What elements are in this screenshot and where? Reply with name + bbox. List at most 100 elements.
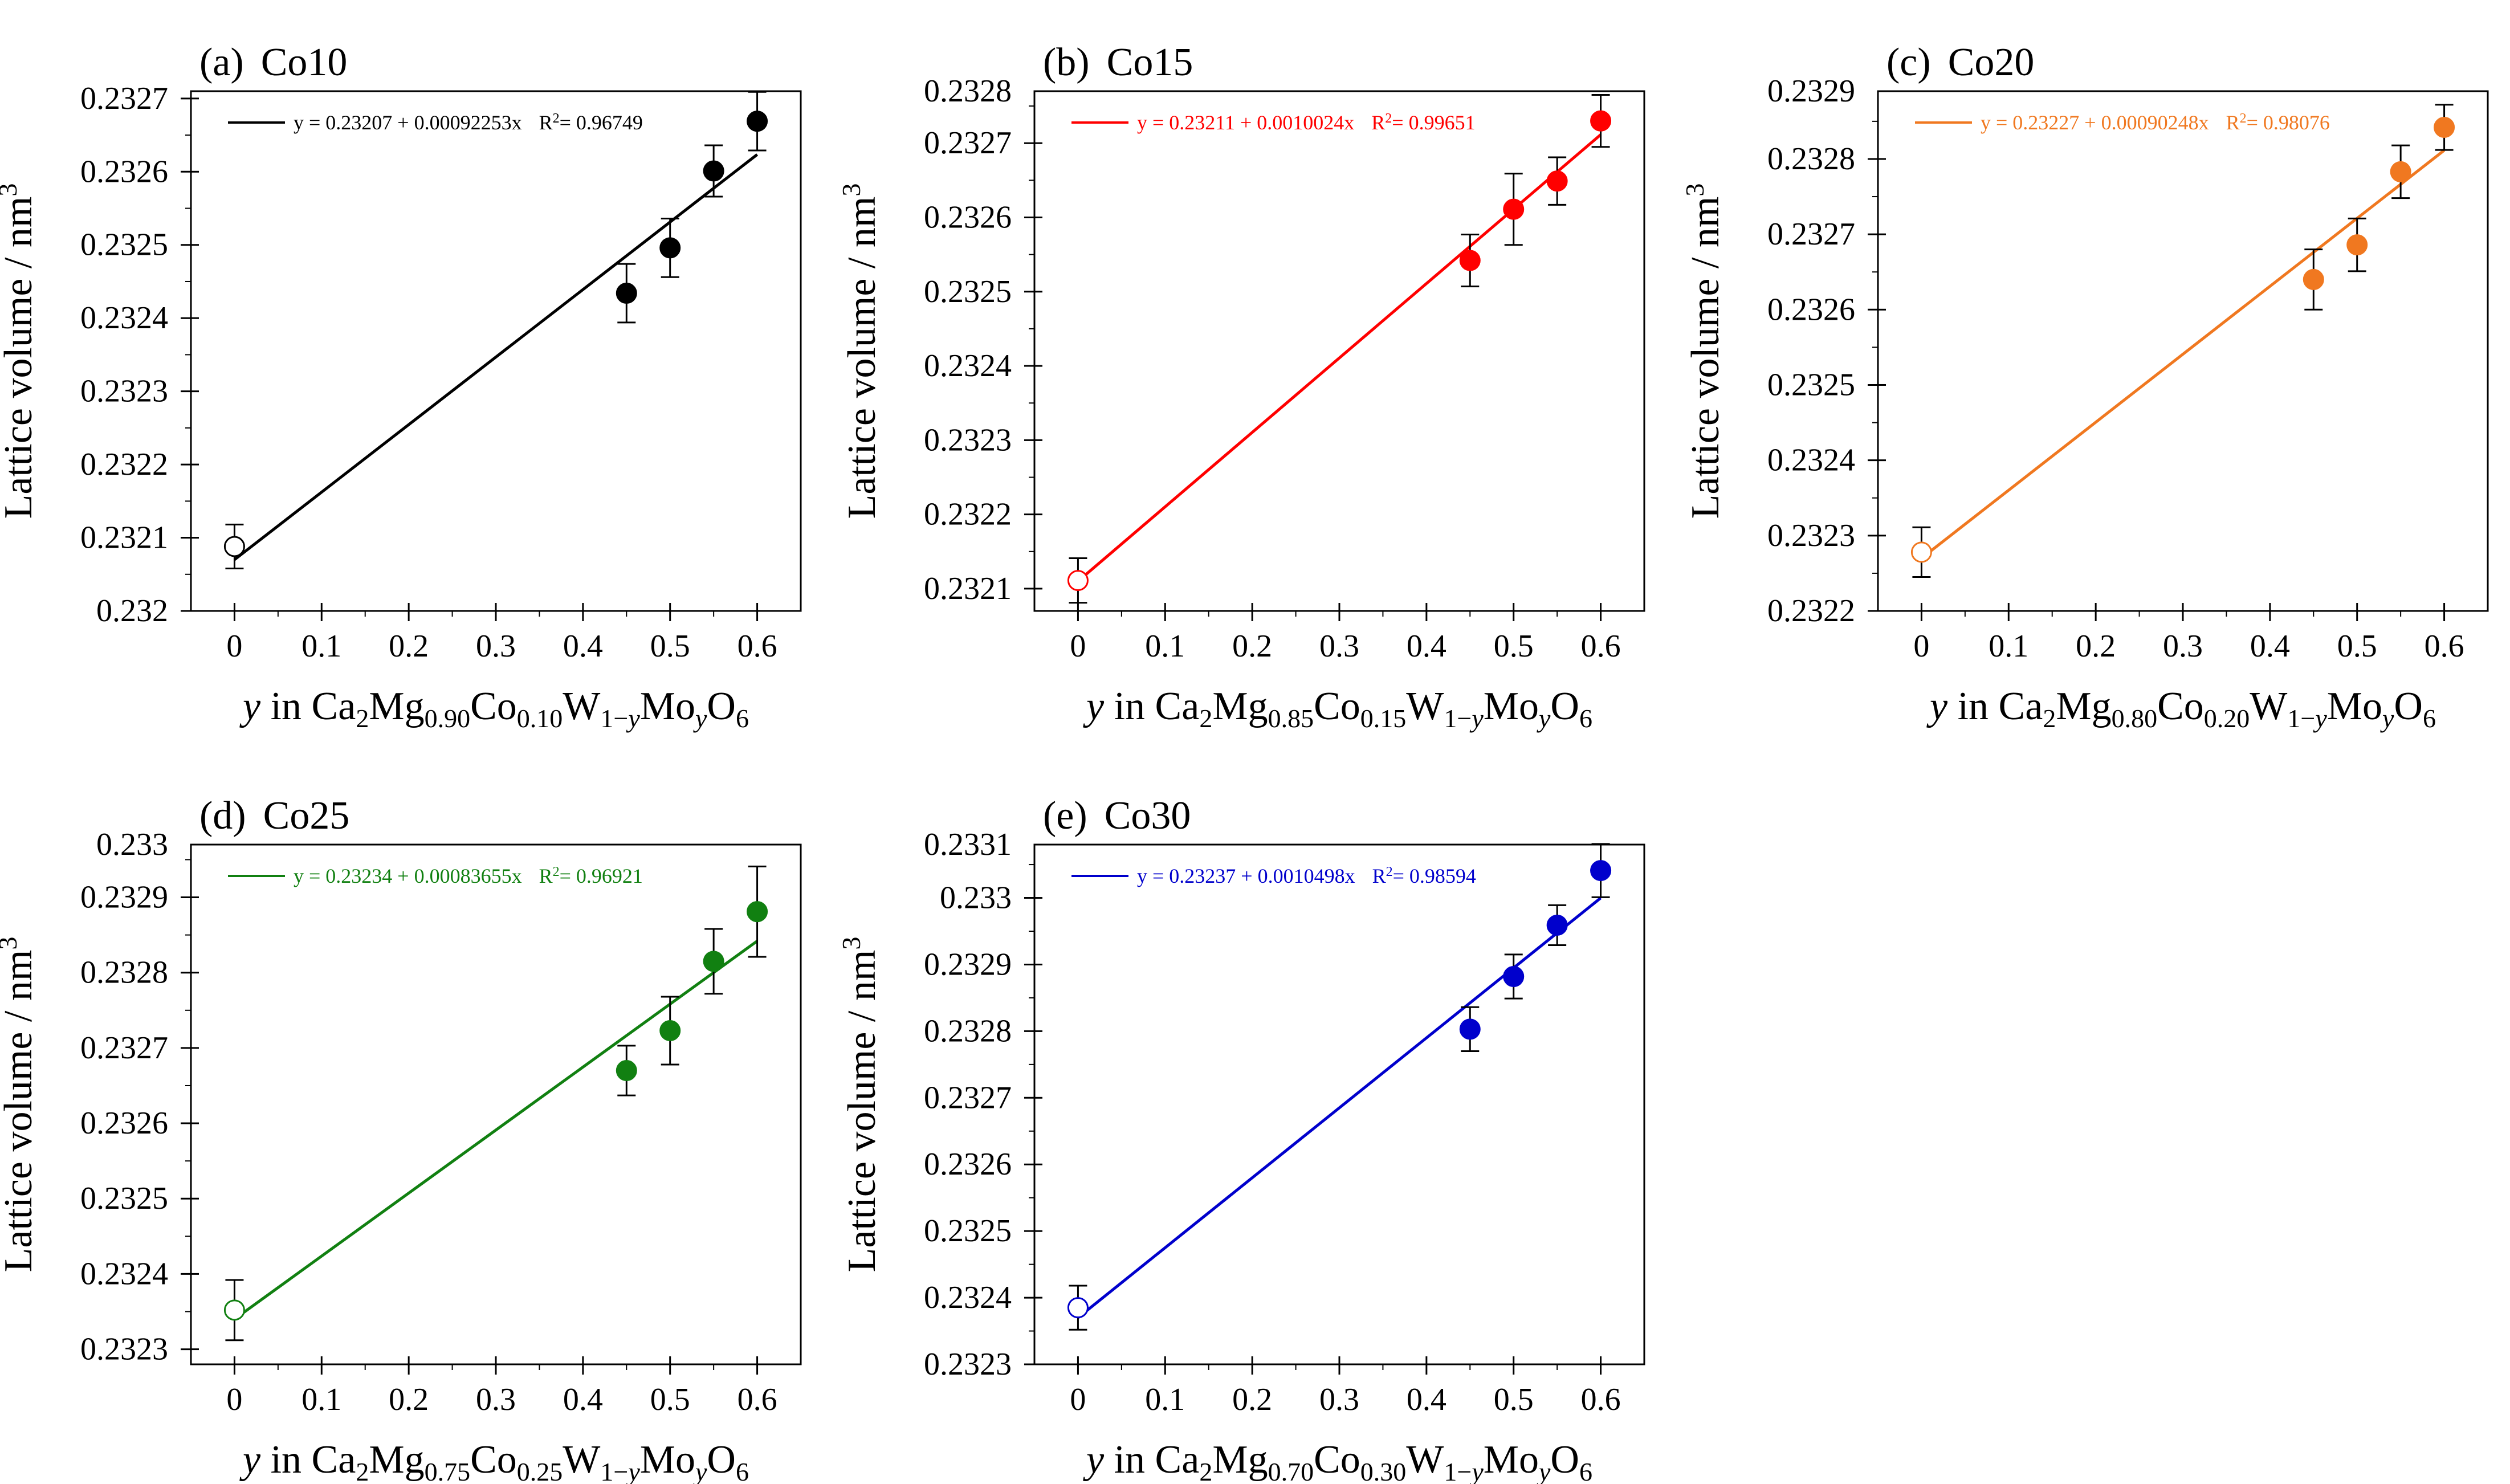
y-tick-label: 0.2326 [924, 199, 1012, 235]
y-tick-label: 0.2327 [1767, 217, 1855, 252]
chart-panel-co20: (c) Co200.23220.23230.23240.23250.23260.2… [1680, 40, 2489, 733]
y-tick-label: 0.2327 [80, 1030, 168, 1066]
x-title-w: W [1406, 1438, 1444, 1482]
x-title-mo: Mo [640, 1438, 695, 1482]
x-title-co: Co [470, 684, 517, 728]
legend-r2-label: R [1372, 865, 1386, 887]
x-title-mo: Mo [2327, 684, 2382, 728]
y-tick-label: 0.2328 [924, 1013, 1012, 1049]
y-tick-label: 0.232 [96, 593, 168, 629]
y-tick-label: 0.2328 [1767, 141, 1855, 177]
legend-equation-text: y = 0.23234 + 0.00083655x [294, 865, 522, 887]
y-axis-title: Lattice volume / nm3 [0, 184, 40, 519]
x-title-o-sub: 6 [1579, 704, 1592, 733]
data-point [2303, 268, 2324, 290]
x-title-o: O [1550, 684, 1579, 728]
fit-line [233, 940, 759, 1320]
x-title-ca: in Ca [1104, 684, 1199, 728]
x-title-o-sub: 6 [736, 704, 749, 733]
x-tick-label: 0.2 [1232, 1382, 1272, 1417]
x-tick-label: 0.5 [650, 1382, 690, 1417]
legend-equation: y = 0.23234 + 0.00083655x R2= 0.96921 [294, 865, 643, 887]
y-tick-label: 0.2324 [924, 1280, 1012, 1315]
y-axis-title-text: Lattice volume / nm [840, 197, 884, 519]
x-tick-label: 0.1 [1145, 629, 1185, 664]
x-title-ca: in Ca [1104, 1438, 1199, 1482]
legend-equation-text: y = 0.23227 + 0.00090248x [1981, 111, 2209, 134]
legend-r2-label: R [1371, 111, 1385, 134]
data-point [1459, 1018, 1481, 1040]
data-point [1459, 250, 1481, 271]
x-title-mo-sub: y [1537, 1457, 1551, 1484]
panel-label: (a) [199, 40, 244, 84]
x-tick-label: 0.6 [737, 629, 777, 664]
panel-name: Co20 [1948, 40, 2035, 84]
legend-equation-text: y = 0.23237 + 0.0010498x [1137, 865, 1355, 887]
x-axis-title: y in Ca2Mg0.85Co0.15W1−yMoyO6 [1083, 684, 1592, 733]
y-tick-label: 0.2323 [1767, 518, 1855, 553]
x-title-mg-sub: 0.85 [1268, 704, 1314, 733]
x-title-sub: 2 [356, 704, 369, 733]
x-title-mg-sub: 0.80 [2112, 704, 2158, 733]
x-tick-label: 0.6 [737, 1382, 777, 1417]
x-axis-title: y in Ca2Mg0.80Co0.20W1−yMoyO6 [1926, 684, 2436, 733]
legend-equation-text: y = 0.23211 + 0.0010024x [1137, 111, 1354, 134]
data-point-open [223, 1299, 245, 1321]
x-title-ca: in Ca [1947, 684, 2043, 728]
x-title-co: Co [2157, 684, 2204, 728]
panel-label: (c) [1886, 40, 1931, 84]
y-tick-label: 0.2322 [924, 497, 1012, 532]
y-tick-label: 0.2326 [80, 154, 168, 189]
data-point-open [1067, 570, 1089, 592]
legend-r2-label: R [2226, 111, 2240, 134]
chart-panel-co25: (d) Co250.23230.23240.23250.23260.23270.2… [0, 794, 802, 1484]
x-title-mo-sub: y [2380, 704, 2394, 733]
data-point-open [1910, 541, 1932, 563]
legend-equation: y = 0.23227 + 0.00090248x R2= 0.98076 [1981, 111, 2330, 134]
y-axis-title: Lattice volume / nm3 [0, 937, 40, 1273]
fit-line [1920, 149, 2446, 560]
x-tick-label: 0.3 [1319, 629, 1359, 664]
x-title-mo: Mo [1484, 1438, 1539, 1482]
x-tick-label: 0.4 [1407, 629, 1446, 664]
x-title-var: y [239, 1438, 261, 1482]
fit-line [1077, 133, 1602, 582]
x-axis-title: y in Ca2Mg0.70Co0.30W1−yMoyO6 [1083, 1438, 1592, 1484]
legend-r2-superscript: 2 [2240, 111, 2247, 126]
x-title-co: Co [470, 1438, 517, 1482]
plot-frame [190, 843, 802, 1365]
x-title-mo: Mo [1484, 684, 1539, 728]
x-tick-label: 0.6 [2425, 629, 2464, 664]
y-tick-label: 0.2321 [924, 571, 1012, 606]
x-title-ca: in Ca [260, 1438, 356, 1482]
chart-panel-co30: (e) Co300.23230.23240.23250.23260.23270.2… [837, 794, 1645, 1484]
data-point [1503, 966, 1525, 988]
x-tick-label: 0.3 [2163, 629, 2203, 664]
x-title-co-sub: 0.15 [1360, 704, 1407, 733]
y-tick-label: 0.2322 [1767, 593, 1855, 629]
x-title-var: y [1926, 684, 1948, 728]
y-tick-label: 0.2322 [80, 447, 168, 482]
x-title-sub: 2 [2043, 704, 2056, 733]
data-point [2346, 234, 2368, 256]
x-title-o: O [1550, 1438, 1579, 1482]
x-tick-label: 0.1 [301, 629, 341, 664]
x-tick-label: 0.4 [2250, 629, 2290, 664]
panel-title: (c) Co20 [1886, 40, 2034, 84]
y-axis-title-text: Lattice volume / nm [1684, 197, 1727, 519]
x-axis-title: y in Ca2Mg0.75Co0.25W1−yMoyO6 [239, 1438, 749, 1484]
x-tick-label: 0 [1070, 629, 1086, 664]
data-point [2434, 116, 2455, 138]
x-tick-label: 0.5 [1494, 1382, 1534, 1417]
x-title-mo: Mo [640, 684, 695, 728]
y-axis-title-text: Lattice volume / nm [840, 950, 884, 1273]
x-tick-label: 0.3 [1319, 1382, 1359, 1417]
y-tick-label: 0.2324 [924, 348, 1012, 384]
chart-panel-co10: (a) Co100.2320.23210.23220.23230.23240.23… [0, 40, 802, 733]
x-title-w-sub: 1− [600, 1457, 628, 1484]
x-tick-label: 0.1 [301, 1382, 341, 1417]
x-title-o: O [707, 684, 736, 728]
x-title-sub: 2 [356, 1457, 369, 1484]
x-title-mg: Mg [1212, 684, 1268, 728]
data-point-open [1067, 1297, 1089, 1319]
